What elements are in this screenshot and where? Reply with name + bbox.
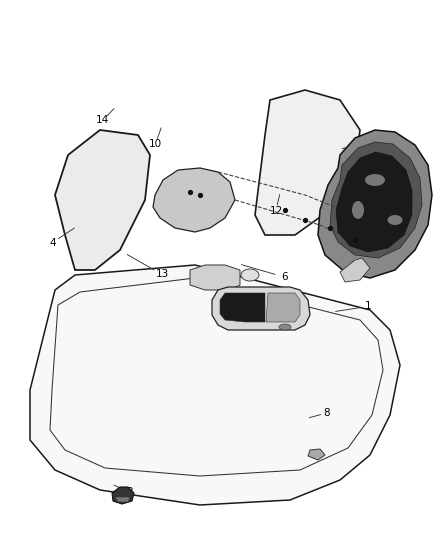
Polygon shape [330,142,422,258]
Text: 9: 9 [393,198,400,207]
Ellipse shape [241,269,259,281]
Ellipse shape [279,324,291,330]
Text: 6: 6 [281,272,288,282]
Polygon shape [308,449,325,460]
Text: 10: 10 [149,139,162,149]
Polygon shape [220,293,265,322]
Text: 5: 5 [176,206,183,215]
Text: 11: 11 [357,139,370,149]
Text: 1: 1 [364,302,371,311]
Polygon shape [266,293,300,322]
Polygon shape [212,287,310,330]
Polygon shape [115,497,130,502]
Polygon shape [318,130,432,278]
Ellipse shape [365,174,385,186]
Polygon shape [55,130,150,270]
Ellipse shape [352,201,364,219]
Text: 14: 14 [96,115,110,125]
Polygon shape [112,487,134,504]
Text: 12: 12 [269,206,283,215]
Text: 8: 8 [323,408,330,418]
Polygon shape [340,258,370,282]
Text: 7: 7 [259,294,266,303]
Text: 3: 3 [126,488,133,497]
Text: 13: 13 [155,270,169,279]
Polygon shape [153,168,235,232]
Polygon shape [336,152,412,252]
Text: 4: 4 [49,238,56,247]
Polygon shape [255,90,360,235]
Ellipse shape [388,215,403,225]
Polygon shape [190,265,240,290]
Polygon shape [30,265,400,505]
